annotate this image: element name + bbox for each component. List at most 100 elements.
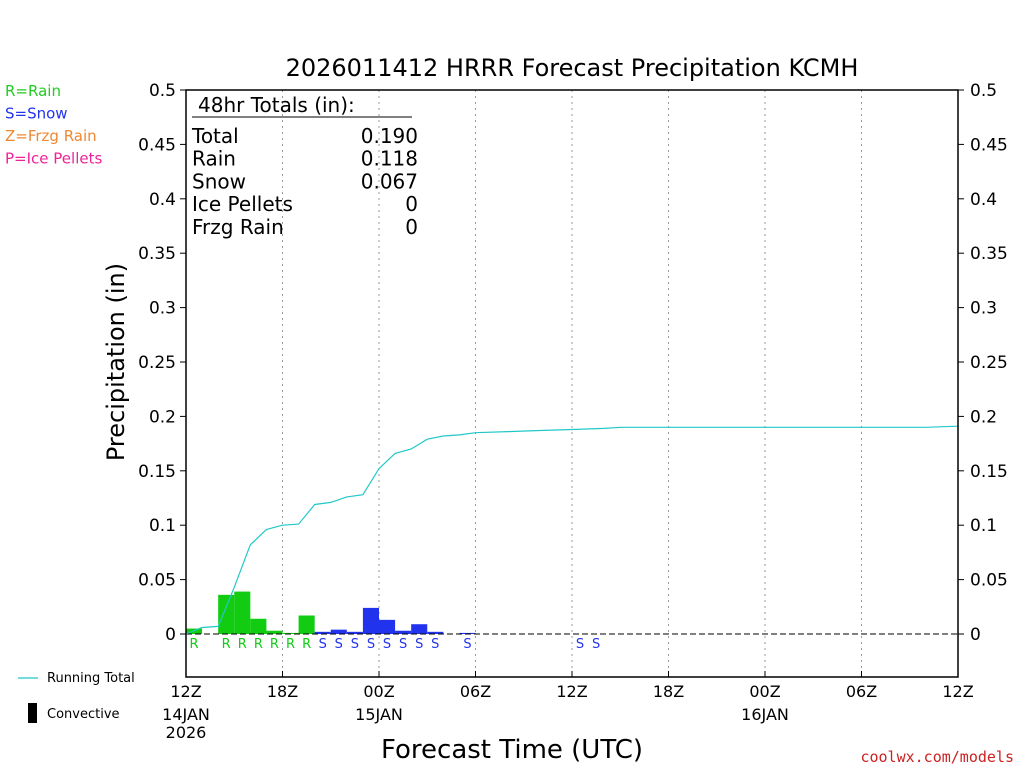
precip-bar: [282, 632, 299, 634]
y-tick-label-right: 0.1: [970, 516, 997, 536]
precip-bar: [427, 631, 444, 634]
y-tick-label-right: 0.4: [970, 190, 997, 210]
convective-swatch: [28, 703, 37, 723]
precip-type-letter: S: [592, 637, 600, 652]
running-total-legend-label: Running Total: [47, 671, 135, 686]
precip-bar: [395, 630, 412, 634]
y-tick-label-right: 0.05: [970, 571, 1008, 591]
x-tick-label: 06Z: [846, 682, 877, 701]
y-tick-label-left: 0.5: [149, 81, 176, 101]
credit-link[interactable]: coolwx.com/models: [860, 748, 1014, 766]
precip-type-letter: R: [302, 637, 311, 652]
y-tick-label-right: 0: [970, 625, 981, 645]
precip-type-letter: S: [415, 637, 423, 652]
y-tick-label-right: 0.45: [970, 135, 1008, 155]
precip-type-legend-item: P=Ice Pellets: [5, 150, 102, 168]
grid-lines: [282, 90, 862, 677]
y-axis-title: Precipitation (in): [102, 263, 130, 461]
precip-bar: [266, 630, 283, 634]
y-tick-label-right: 0.5: [970, 81, 997, 101]
y-tick-label-right: 0.3: [970, 299, 997, 319]
x-tick-label: 18Z: [267, 682, 298, 701]
precip-type-letter: S: [367, 637, 375, 652]
y-tick-label-left: 0.45: [138, 135, 176, 155]
x-tick-label: 06Z: [460, 682, 491, 701]
y-tick-label-left: 0.15: [138, 462, 176, 482]
totals-row-value: 0.118: [361, 147, 418, 171]
y-axis-left-ticks: 0 0.05 0.1 0.15 0.2 0.25 0.3 0.35 0.4 0.45 0.5: [138, 81, 186, 645]
chart-title: 2026011412 HRRR Forecast Precipitation K…: [286, 54, 859, 82]
precip-bar: [330, 629, 347, 634]
x-tick-label: 12Z: [170, 682, 201, 701]
precip-bar: [218, 594, 235, 634]
y-tick-label-left: 0: [165, 625, 176, 645]
totals-header: 48hr Totals (in):: [198, 93, 355, 117]
precip-type-letter: S: [351, 637, 359, 652]
precip-type-letter: S: [319, 637, 327, 652]
totals-row-label: Frzg Rain: [192, 215, 284, 239]
totals-row-label: Ice Pellets: [192, 192, 293, 216]
x-axis-title: Forecast Time (UTC): [381, 735, 643, 765]
precip-type-letter: R: [270, 637, 279, 652]
precip-type-letter: S: [383, 637, 391, 652]
precip-type-legend: R=Rain S=Snow Z=Frzg Rain P=Ice Pellets: [5, 82, 102, 168]
y-tick-label-left: 0.35: [138, 244, 176, 264]
precip-type-letter: R: [238, 637, 247, 652]
y-tick-label-left: 0.2: [149, 407, 176, 427]
precip-type-letter: S: [431, 637, 439, 652]
precip-type-legend-item: R=Rain: [5, 82, 61, 100]
totals-row-label: Total: [191, 124, 239, 148]
precip-bar: [346, 631, 363, 634]
precip-type-letter: S: [399, 637, 407, 652]
precip-type-letter: S: [576, 637, 584, 652]
precip-type-letter: R: [222, 637, 231, 652]
totals-row-value: 0.190: [361, 124, 418, 148]
y-tick-label-right: 0.25: [970, 353, 1008, 373]
y-tick-label-left: 0.25: [138, 353, 176, 373]
precip-bar: [379, 619, 396, 634]
totals-row-label: Snow: [192, 169, 246, 193]
precip-type-letter: R: [254, 637, 263, 652]
x-tick-date-label: 14JAN: [162, 705, 210, 724]
x-tick-label: 00Z: [749, 682, 780, 701]
precip-bar: [314, 631, 331, 634]
x-tick-label: 12Z: [942, 682, 973, 701]
precip-type-letter: S: [463, 637, 471, 652]
x-tick-label: 12Z: [556, 682, 587, 701]
x-tick-date-label: 2026: [166, 723, 207, 742]
totals-box: 48hr Totals (in): Total 0.190 Rain 0.118 Sno…: [191, 93, 418, 239]
y-tick-label-right: 0.35: [970, 244, 1008, 264]
precip-bar: [234, 591, 251, 634]
precip-type-legend-item: Z=Frzg Rain: [5, 127, 97, 145]
x-tick-label: 00Z: [363, 682, 394, 701]
precip-type-legend-item: S=Snow: [5, 105, 68, 123]
y-axis-right-ticks: 0 0.05 0.1 0.15 0.2 0.25 0.3 0.35 0.4 0.45 0.5: [958, 81, 1008, 645]
totals-row-value: 0: [405, 192, 418, 216]
precip-bar: [362, 607, 379, 634]
convective-legend-label: Convective: [47, 707, 120, 722]
y-tick-label-left: 0.05: [138, 571, 176, 591]
precip-type-letter: R: [286, 637, 295, 652]
precip-type-letter: S: [335, 637, 343, 652]
totals-row-label: Rain: [192, 147, 236, 171]
x-tick-date-label: 16JAN: [741, 705, 789, 724]
y-tick-label-left: 0.1: [149, 516, 176, 536]
totals-row-value: 0.067: [361, 169, 418, 193]
y-tick-label-left: 0.4: [149, 190, 176, 210]
precip-bar: [459, 632, 476, 634]
running-total-line: [185, 425, 959, 635]
precip-bar: [411, 624, 428, 634]
totals-row-value: 0: [405, 215, 418, 239]
y-tick-label-right: 0.15: [970, 462, 1008, 482]
y-tick-label-right: 0.2: [970, 407, 997, 427]
precip-bars: [186, 591, 476, 634]
bottom-legend: Running Total Convective: [18, 671, 135, 723]
precip-type-letter: R: [190, 637, 199, 652]
y-tick-label-left: 0.3: [149, 299, 176, 319]
precip-bar: [250, 618, 267, 634]
x-tick-date-label: 15JAN: [355, 705, 403, 724]
x-tick-label: 18Z: [653, 682, 684, 701]
